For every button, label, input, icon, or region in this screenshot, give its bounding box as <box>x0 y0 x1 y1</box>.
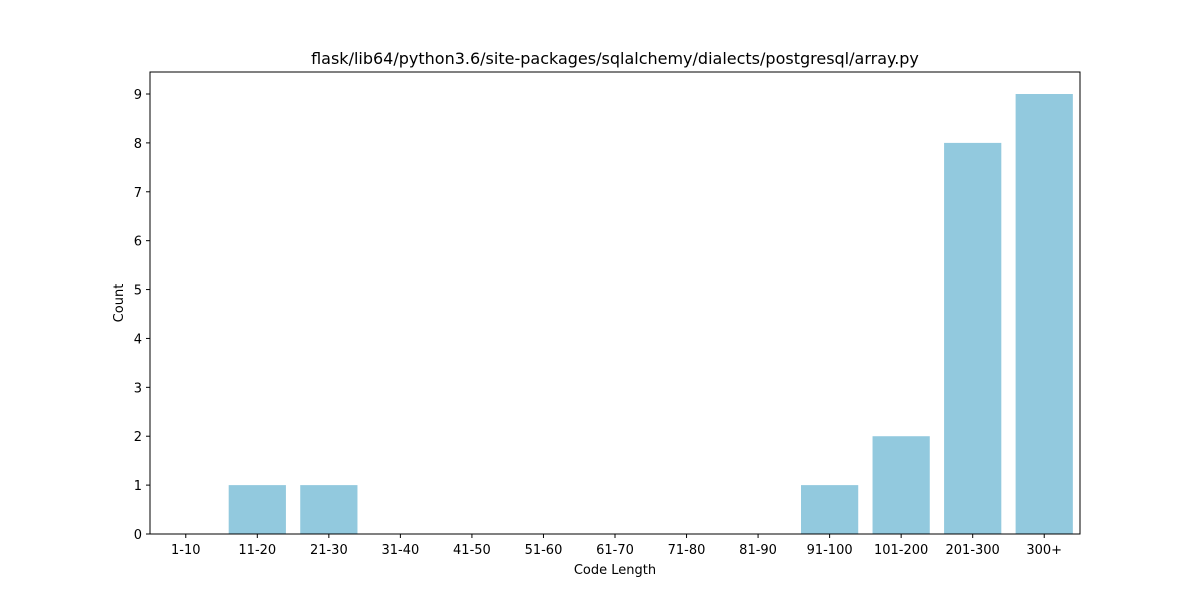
x-axis: 1-10 11-20 21-30 31-40 41-50 51-60 61-70 71-80 8… <box>171 534 1062 558</box>
x-tick-label: 21-30 <box>310 543 348 558</box>
bar-201-300 <box>944 142 1002 534</box>
y-tick-label: 7 <box>134 186 142 201</box>
bar-91-100 <box>801 485 859 534</box>
x-tick-label: 31-40 <box>381 543 419 558</box>
plot-frame <box>149 71 1081 535</box>
x-axis-label: Code Length <box>574 563 656 578</box>
y-tick-label: 1 <box>134 479 142 494</box>
bar-21-30 <box>300 485 358 534</box>
x-tick-label: 101-200 <box>874 543 928 558</box>
y-tick-label: 5 <box>134 284 142 299</box>
x-tick-label: 61-70 <box>596 543 634 558</box>
chart-title: flask/lib64/python3.6/site-packages/sqla… <box>311 49 919 68</box>
bar-101-200 <box>872 436 930 534</box>
bar-300+ <box>1015 94 1073 534</box>
x-tick-label: 300+ <box>1026 543 1062 558</box>
y-tick-label: 8 <box>134 137 142 152</box>
y-tick-label: 4 <box>134 332 142 347</box>
y-tick-label: 3 <box>134 381 142 396</box>
y-tick-label: 2 <box>134 430 142 445</box>
x-tick-label: 71-80 <box>668 543 706 558</box>
y-axis-label: Count <box>112 284 127 323</box>
x-tick-label: 41-50 <box>453 543 491 558</box>
y-axis: 0 1 2 3 4 5 6 7 8 9 <box>134 88 150 543</box>
x-tick-label: 1-10 <box>171 543 201 558</box>
x-tick-label: 81-90 <box>739 543 777 558</box>
bars-group <box>228 94 1073 534</box>
x-tick-label: 11-20 <box>238 543 276 558</box>
y-tick-label: 9 <box>134 88 142 103</box>
x-tick-label: 201-300 <box>946 543 1000 558</box>
x-tick-label: 91-100 <box>807 543 853 558</box>
y-tick-label: 6 <box>134 235 142 250</box>
bar-11-20 <box>228 485 286 534</box>
x-tick-label: 51-60 <box>525 543 563 558</box>
y-tick-label: 0 <box>134 528 142 543</box>
